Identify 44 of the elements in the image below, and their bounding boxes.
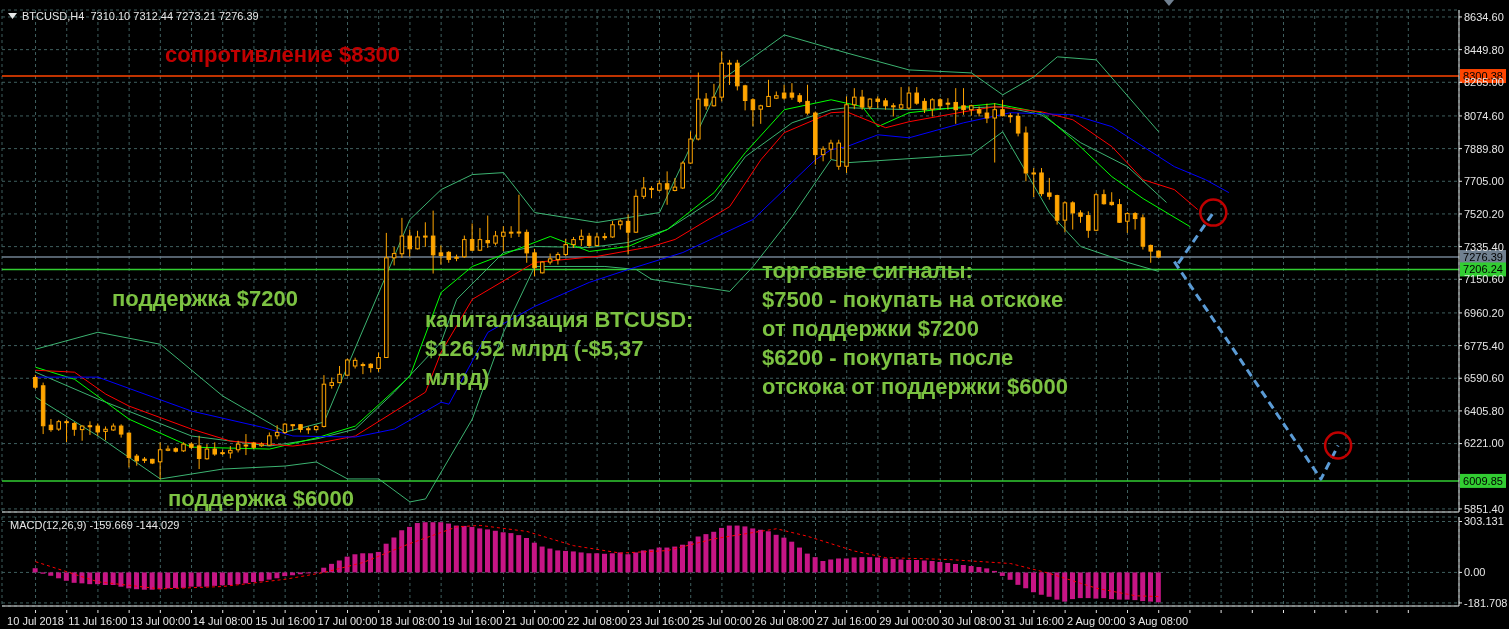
y-tick-label: 6405.80	[1464, 404, 1504, 417]
y-tick-label: -181.708	[1464, 596, 1508, 609]
annotation: поддержка $6000	[168, 485, 354, 513]
annotation: сопротивление $8300	[165, 41, 401, 69]
y-tick-label: 8634.60	[1464, 10, 1504, 23]
x-tick-label: 10 Jul 2018	[7, 615, 64, 627]
y-tick-label: 8449.80	[1464, 43, 1504, 56]
y-tick-label: 6775.40	[1464, 339, 1504, 352]
ref-line-label: 7276.39	[1463, 251, 1503, 264]
x-tick-label: 30 Jul 08:00	[941, 615, 1002, 627]
annotation: поддержка $7200	[112, 285, 298, 313]
ref-line-label: 7206.24	[1463, 263, 1503, 276]
y-tick-label: 5851.40	[1464, 502, 1504, 515]
x-tick-label: 3 Aug 08:00	[1129, 615, 1189, 627]
ref-line-label: 6009.85	[1463, 474, 1503, 487]
x-tick-label: 21 Jul 00:00	[504, 615, 565, 627]
chart-title: MACD(12,26,9) -159.669 -144.029	[10, 519, 180, 531]
x-tick-label: 23 Jul 16:00	[629, 615, 690, 627]
y-tick-label: 8074.60	[1464, 109, 1504, 122]
y-tick-label: 6221.00	[1464, 437, 1504, 450]
chart-title: BTCUSD,H4 7310.10 7312.44 7273.21 7276.39	[22, 10, 259, 22]
x-tick-label: 14 Jul 08:00	[192, 615, 253, 627]
y-tick-label: 7335.40	[1464, 240, 1504, 253]
y-tick-label: 303.131	[1464, 515, 1504, 528]
y-tick-label: 0.00	[1464, 566, 1486, 579]
x-tick-label: 29 Jul 00:00	[879, 615, 940, 627]
x-tick-label: 17 Jul 00:00	[317, 615, 378, 627]
x-tick-label: 27 Jul 16:00	[816, 615, 877, 627]
y-tick-label: 7150.60	[1464, 273, 1504, 286]
y-tick-label: 7705.00	[1464, 175, 1504, 188]
x-tick-label: 22 Jul 08:00	[567, 615, 628, 627]
x-tick-label: 2 Aug 00:00	[1066, 615, 1126, 627]
x-tick-label: 31 Jul 16:00	[1003, 615, 1064, 627]
x-tick-label: 19 Jul 16:00	[442, 615, 503, 627]
x-tick-label: 26 Jul 08:00	[754, 615, 815, 627]
x-tick-label: 15 Jul 16:00	[255, 615, 316, 627]
y-tick-label: 7520.20	[1464, 207, 1504, 220]
y-tick-label: 7889.80	[1464, 142, 1504, 155]
x-tick-label: 18 Jul 08:00	[379, 615, 440, 627]
x-tick-label: 13 Jul 00:00	[130, 615, 191, 627]
x-tick-label: 11 Jul 16:00	[68, 615, 128, 627]
y-tick-label: 6590.60	[1464, 372, 1504, 385]
y-tick-label: 6960.20	[1464, 306, 1504, 319]
x-tick-label: 25 Jul 00:00	[691, 615, 752, 627]
